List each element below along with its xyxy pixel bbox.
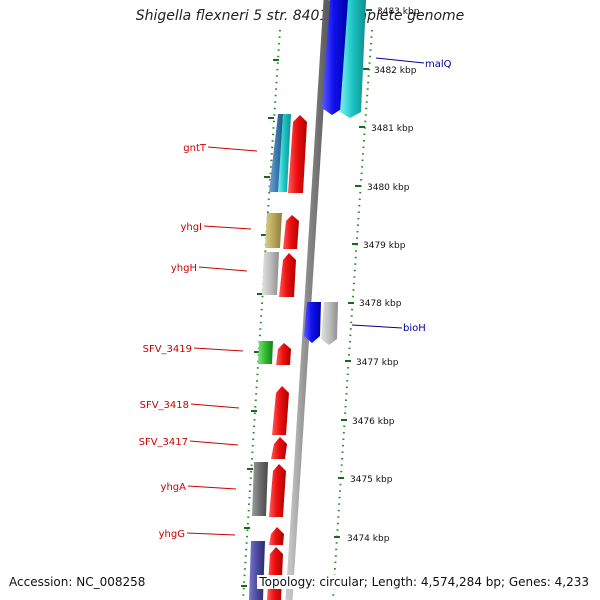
gene-sfv3419-green <box>258 341 273 364</box>
gene-gntt-red <box>288 115 307 193</box>
gene-bottom-red <box>267 547 283 600</box>
genome-backbone <box>285 0 331 600</box>
accession-text: Accession: NC_008258 <box>9 575 146 589</box>
topology-text: Topology: circular; Length: 4,574,284 bp… <box>257 575 591 589</box>
scale-label-3481: 3481 kbp <box>371 124 414 134</box>
scale-label-3474: 3474 kbp <box>347 534 390 544</box>
scale-label-3478: 3478 kbp <box>359 299 402 309</box>
gene-label-sfv3418: SFV_3418 <box>140 400 189 411</box>
gene-label-bioh: bioH <box>403 323 426 334</box>
scale-label-3475: 3475 kbp <box>350 475 393 485</box>
gene-sfv3417-red <box>271 437 287 459</box>
gene-reverse-cyan-top <box>340 0 366 118</box>
gene-yhgh-gray <box>262 252 279 295</box>
gene-bioh-gray <box>321 302 338 345</box>
gene-reverse-blue-top <box>322 0 348 115</box>
gene-sfv3418-red <box>272 386 289 435</box>
outer-ring-right <box>332 29 373 600</box>
scale-label-3479: 3479 kbp <box>363 241 406 251</box>
gene-label-yhgh: yhgH <box>171 263 197 274</box>
gene-yhgi-red <box>283 215 299 249</box>
gene-yhgg-red <box>269 527 284 545</box>
label-connectors <box>186 57 425 536</box>
gene-sfv3419-red <box>276 343 291 365</box>
gene-yhgh-red <box>279 253 296 297</box>
gene-bioh-blue <box>304 302 321 343</box>
gene-label-yhgi: yhgI <box>180 222 202 233</box>
scale-ticks <box>241 9 372 587</box>
gene-label-sfv3419: SFV_3419 <box>143 344 192 355</box>
gene-label-yhga: yhgA <box>161 482 187 493</box>
scale-label-3482: 3482 kbp <box>374 66 417 76</box>
gene-label-gntt: gntT <box>183 143 207 154</box>
scale-label-3476: 3476 kbp <box>352 417 395 427</box>
gene-label-malq: malQ <box>425 59 452 70</box>
gene-bottom-navy <box>249 541 265 600</box>
scale-label-3480: 3480 kbp <box>367 183 410 193</box>
gene-label-yhgg: yhgG <box>159 529 185 540</box>
gene-label-sfv3417: SFV_3417 <box>139 437 188 448</box>
scale-label-3483: 3483 kbp <box>377 7 420 17</box>
gene-yhgi-khaki <box>265 213 282 248</box>
gene-yhga-red <box>269 464 286 517</box>
gene-gntt-cyan <box>278 114 291 192</box>
gene-yhga-dark <box>252 462 268 516</box>
outer-ring-left <box>242 29 281 600</box>
scale-label-3477: 3477 kbp <box>356 358 399 368</box>
genome-title: Shigella flexneri 5 str. 8401, complete … <box>135 8 465 24</box>
